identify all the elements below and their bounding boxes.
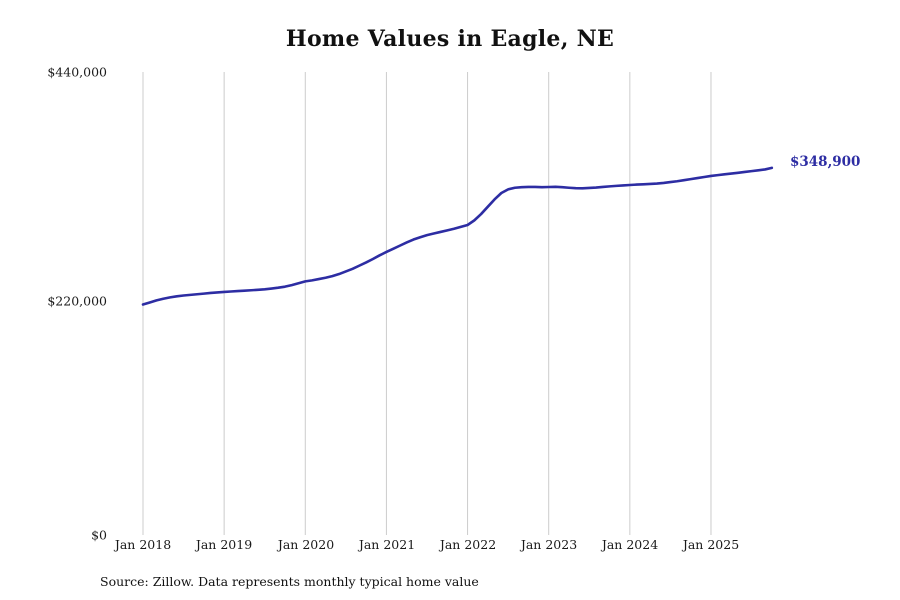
home-value-line [141,166,774,306]
x-tick-jan-2018: Jan 2018 [114,537,172,552]
x-tick-jan-2022: Jan 2022 [439,537,497,552]
x-tick-jan-2025: Jan 2025 [682,537,740,552]
y-tick-label-440k: $440,000 [47,64,107,80]
x-tick-jan-2024: Jan 2024 [601,537,659,552]
chart-title: Home Values in Eagle, NE [285,26,615,52]
year-gridlines [142,72,712,535]
source-attribution: Source: Zillow. Data represents monthly … [100,574,479,589]
x-tick-jan-2019: Jan 2019 [195,537,253,552]
y-tick-label-220k: $220,000 [47,293,107,309]
latest-value-label: $348,900 [790,154,861,170]
x-tick-jan-2021: Jan 2021 [358,537,416,552]
y-tick-label-0: $0 [91,527,107,543]
x-tick-jan-2020: Jan 2020 [277,537,335,552]
x-tick-jan-2023: Jan 2023 [520,537,578,552]
